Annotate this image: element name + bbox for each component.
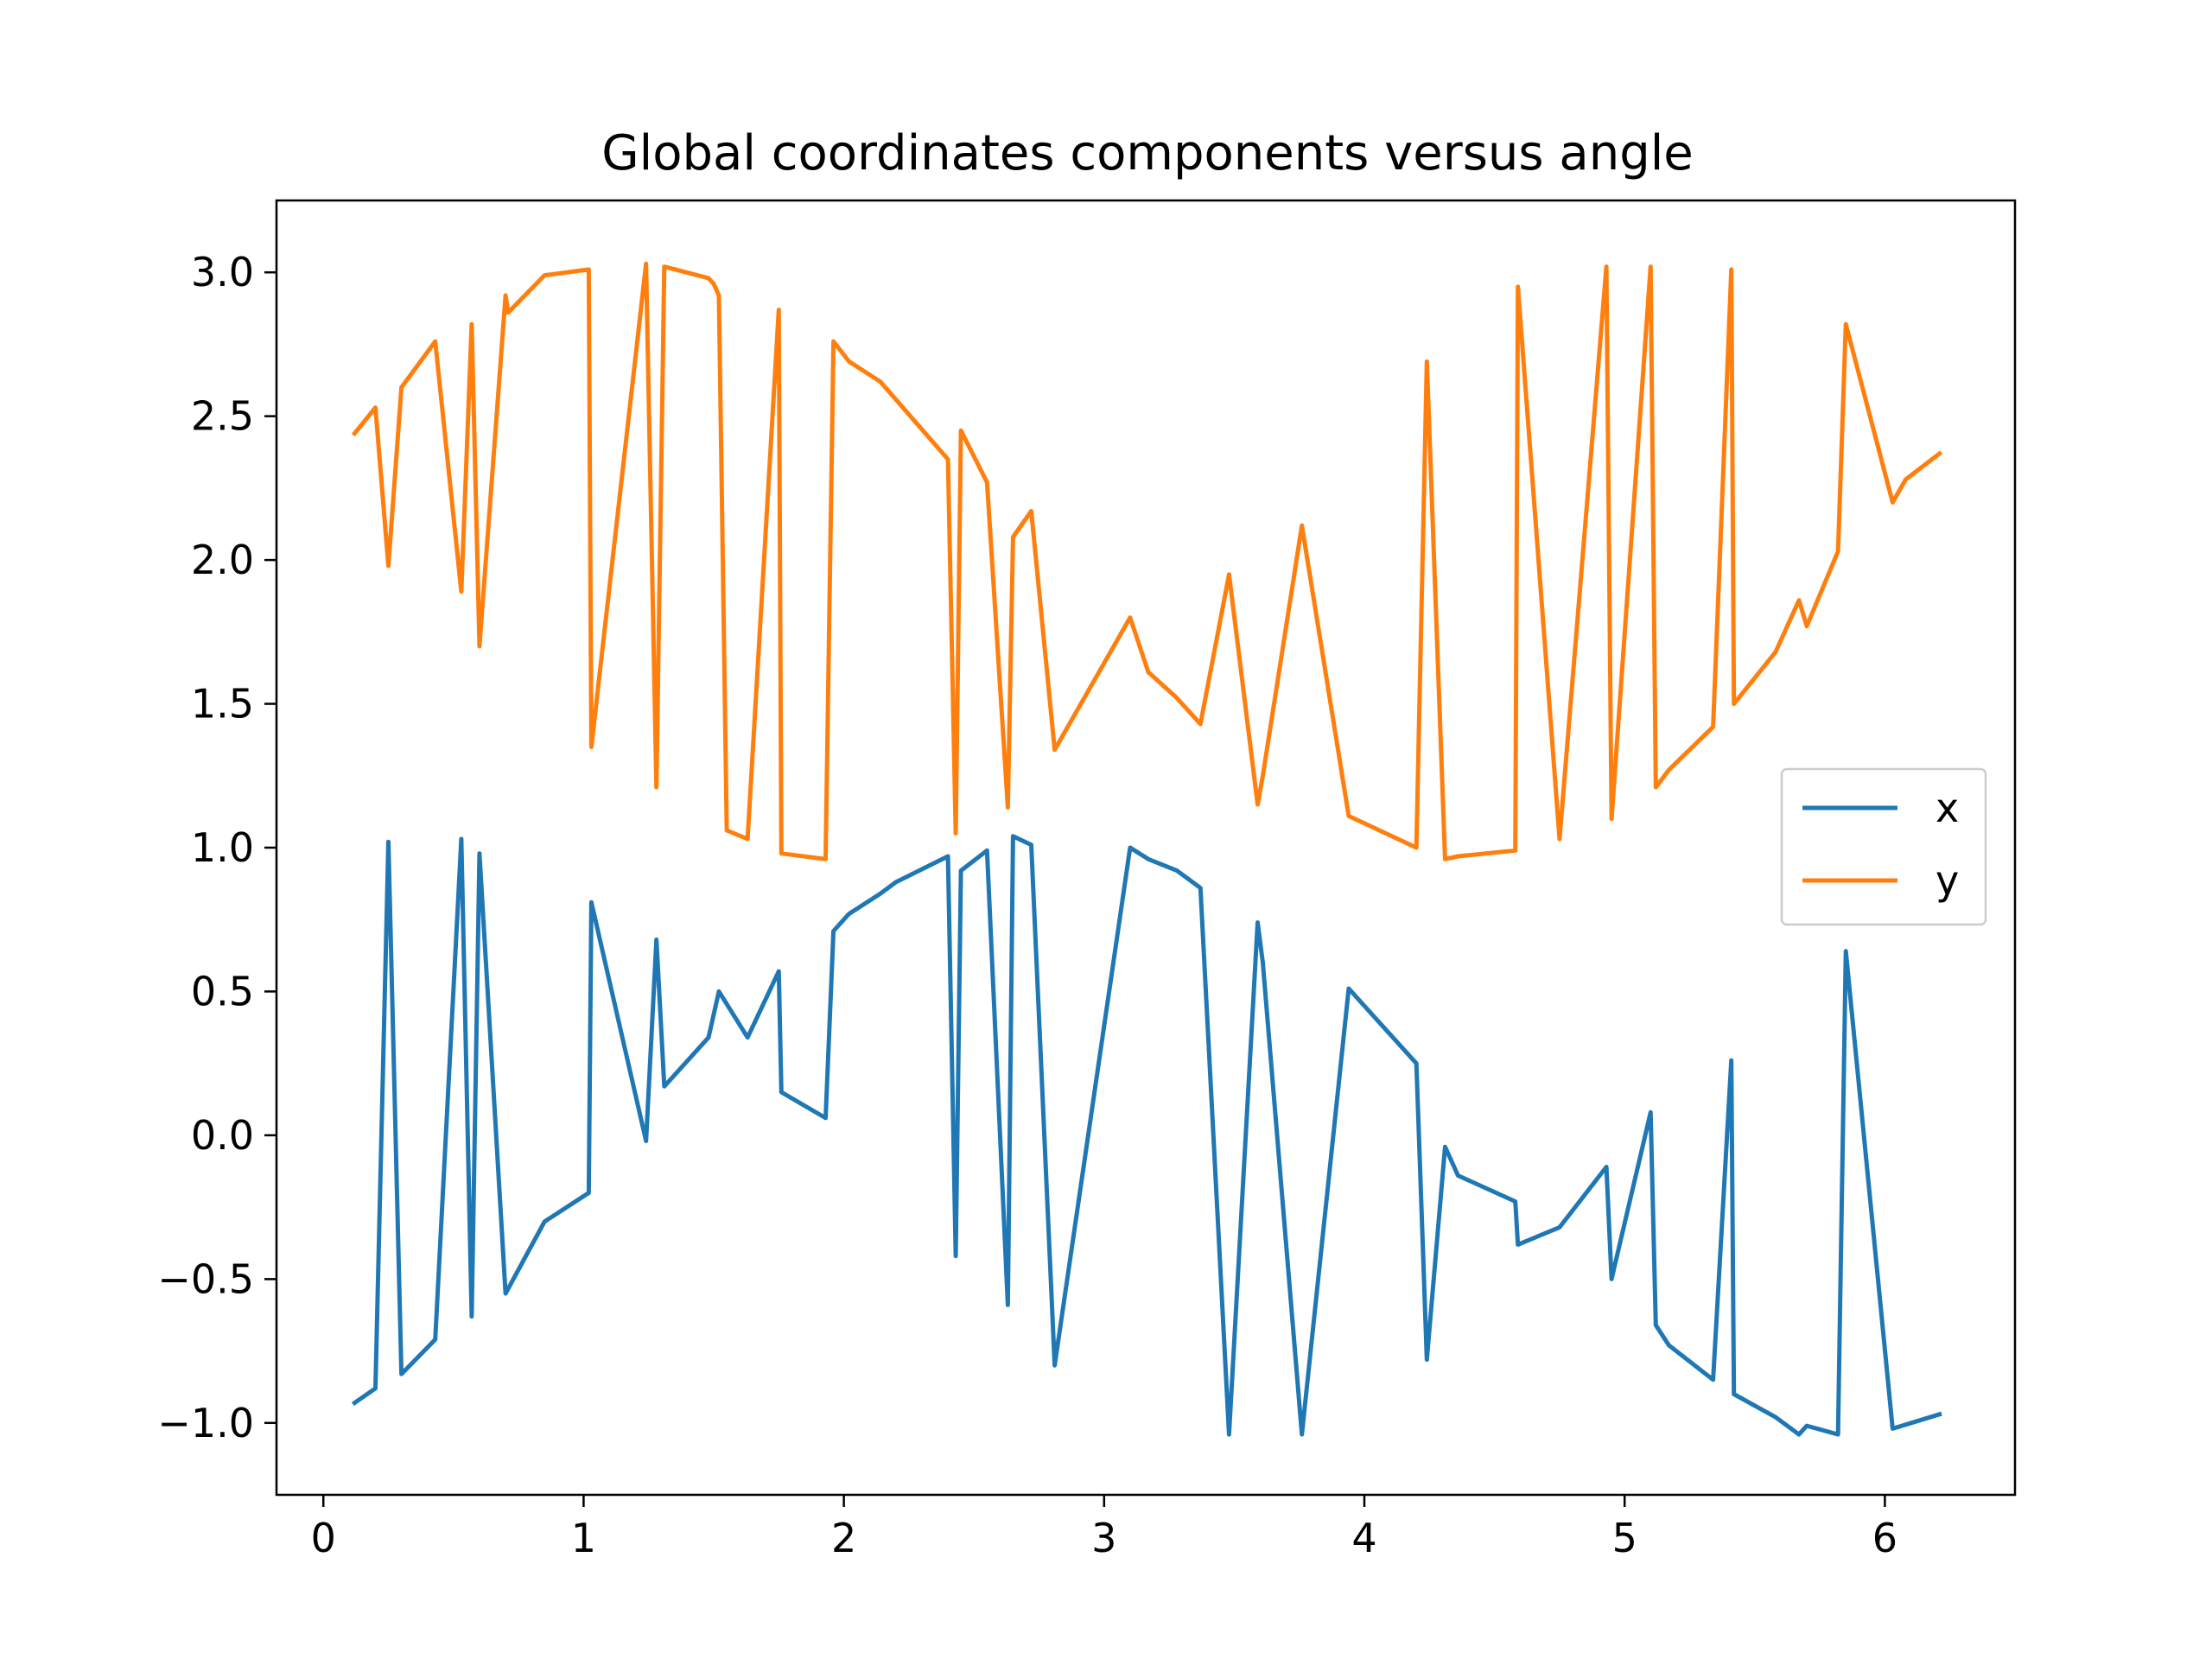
x-tick-label-1: 1 (571, 1515, 596, 1561)
x-tick-label-2: 2 (831, 1515, 856, 1561)
x-tick-label-6: 6 (1872, 1515, 1897, 1561)
series-layer (351, 261, 1943, 1437)
legend-label-y: y (1936, 857, 1959, 904)
y-tick-label-4: 1.0 (191, 824, 254, 871)
y-tick-label-5: 1.5 (191, 681, 254, 728)
x-tick-label-4: 4 (1351, 1515, 1376, 1561)
legend: xy (1780, 767, 1987, 926)
series-x (351, 834, 1942, 1437)
axes-layer: 0 1 2 3 4 5 6 −1.0 −0.5 0.0 0.5 1.0 1.5 2.0 2.5 3.0 (157, 199, 2017, 1561)
legend-label-x: x (1936, 785, 1959, 831)
x-tick-label-3: 3 (1091, 1515, 1116, 1561)
y-tick-label-3: 0.5 (191, 968, 254, 1014)
chart-title: Global coordinates components versus ang… (601, 125, 1694, 181)
x-tick-label-0: 0 (311, 1515, 336, 1561)
y-tick-label-8: 3.0 (191, 249, 254, 296)
y-tick-label-2: 0.0 (191, 1112, 254, 1159)
y-tick-label-6: 2.0 (191, 537, 254, 583)
series-y (351, 261, 1943, 861)
x-tick-label-5: 5 (1612, 1515, 1637, 1561)
y-tick-label-0: −1.0 (157, 1400, 254, 1446)
y-tick-label-1: −0.5 (157, 1255, 254, 1302)
y-tick-label-7: 2.5 (191, 393, 254, 440)
